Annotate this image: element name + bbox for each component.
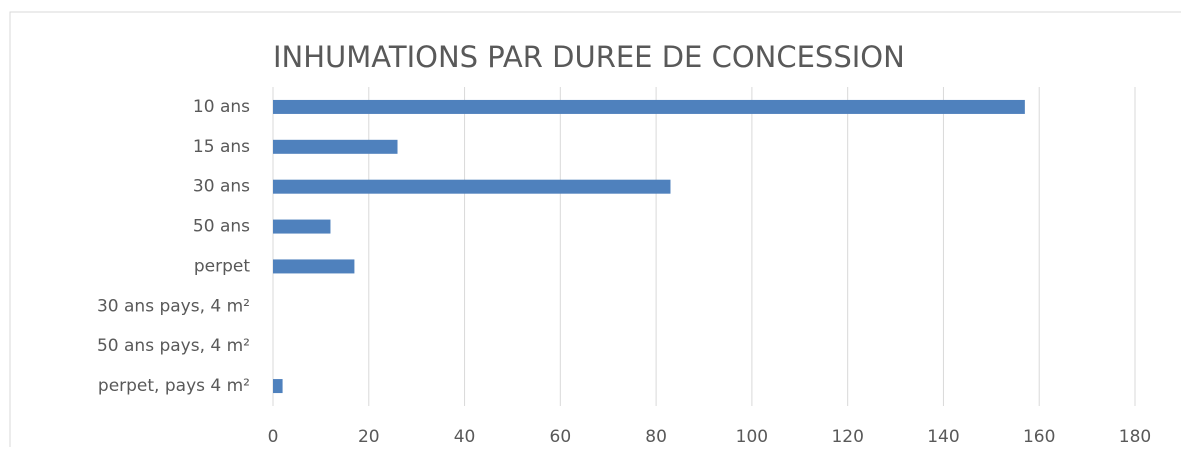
x-tick-label: 160	[1023, 427, 1055, 447]
bar	[273, 99, 1025, 114]
x-tick-label: 20	[358, 427, 380, 447]
chart-title: INHUMATIONS PAR DUREE DE CONCESSION	[273, 40, 905, 74]
x-tick-label: 120	[831, 427, 863, 447]
x-tick-label: 60	[550, 427, 572, 447]
y-tick-label: 15 ans	[193, 137, 250, 157]
y-tick-label: 10 ans	[193, 97, 250, 117]
y-tick-label: 50 ans pays, 4 m²	[97, 336, 250, 356]
y-tick-label: 50 ans	[193, 217, 250, 237]
bar	[273, 259, 355, 274]
bar	[273, 139, 398, 154]
y-tick-label: 30 ans	[193, 177, 250, 197]
y-tick-label: perpet, pays 4 m²	[98, 376, 250, 396]
x-tick-label: 80	[645, 427, 667, 447]
chart-frame	[9, 11, 1181, 451]
bar	[273, 179, 671, 194]
x-tick-label: 180	[1119, 427, 1151, 447]
y-tick-label: perpet	[194, 256, 250, 276]
x-tick-label: 100	[736, 427, 768, 447]
bar	[273, 219, 331, 234]
bar	[273, 379, 283, 394]
x-tick-label: 0	[268, 427, 279, 447]
x-tick-label: 40	[454, 427, 476, 447]
y-tick-label: 30 ans pays, 4 m²	[97, 296, 250, 316]
x-tick-label: 140	[927, 427, 959, 447]
